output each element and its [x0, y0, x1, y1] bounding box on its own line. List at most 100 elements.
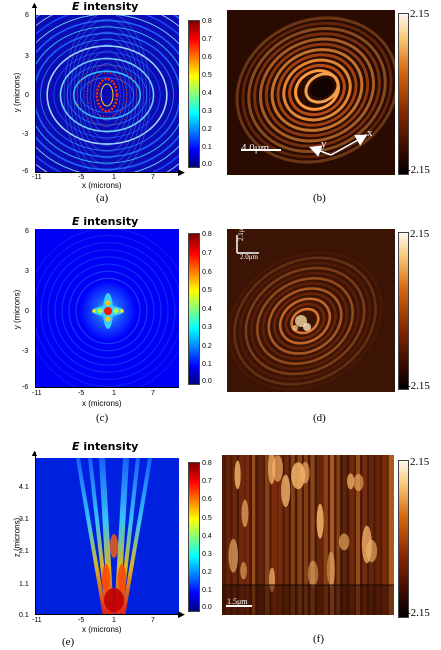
cb-tick: 0.0: [202, 161, 212, 168]
fringe-ring: [264, 42, 370, 138]
fringe-ring: [278, 297, 332, 345]
panel-c-x-axis: [36, 387, 179, 388]
intensity-streak: [278, 455, 283, 615]
y-tick: -6: [22, 384, 29, 391]
intensity-streak: [232, 455, 237, 615]
cb-tick: 0.5: [202, 287, 212, 294]
intensity-spot: [316, 503, 324, 539]
x-tick: 7: [151, 174, 155, 181]
panel-a-colorbar: [188, 20, 200, 168]
panel-e-title: E intensity: [72, 440, 139, 453]
panel-c-colorbar: [188, 233, 200, 385]
intensity-streak: [265, 455, 270, 615]
panel-e-beam: [76, 458, 152, 614]
intensity-spot: [300, 461, 310, 484]
fringe-ring: [267, 287, 343, 355]
fringe-ring: [250, 271, 360, 371]
intensity-spot: [228, 538, 239, 573]
cb-tick: 0.0: [202, 378, 212, 385]
y-axis-arrow-icon: ▲: [30, 0, 39, 10]
panel-b-axis-x-label: x: [367, 127, 373, 139]
x-tick: -5: [78, 617, 85, 624]
cb-tick: 0.4: [202, 533, 212, 540]
panel-e-x-axis: [36, 614, 179, 615]
cb-min-label: -2.15: [407, 164, 430, 176]
panel-e-caption: (e): [62, 636, 75, 648]
panel-c-y-axis: [35, 229, 36, 388]
y-tick: 3.1: [19, 516, 29, 523]
y-tick: 2.1: [19, 548, 29, 555]
fringe-ring: [238, 261, 372, 381]
fringe-ring: [258, 37, 376, 143]
interference-ring: [40, 39, 174, 151]
panel-b-image: [227, 10, 395, 175]
panel-c-title: E intensity: [72, 215, 139, 228]
x-axis-arrow-icon: ▶: [178, 609, 185, 619]
intensity-spot: [327, 551, 335, 588]
interference-ring: [70, 25, 144, 165]
interference-ring: [36, 26, 179, 164]
intensity-streak: [382, 455, 388, 615]
x-tick: 1: [112, 174, 116, 181]
panel-f-colorbar: [398, 460, 409, 618]
intensity-spot: [268, 567, 276, 593]
intensity-streak: [284, 455, 289, 615]
interference-ring: [63, 15, 151, 172]
panel-b-scalebar-label: 4.0μm: [241, 142, 270, 154]
cb-tick: 0.6: [202, 269, 212, 276]
cb-min-label: -2.15: [407, 607, 430, 619]
intensity-spot: [241, 499, 249, 528]
cb-tick: 0.7: [202, 36, 212, 43]
intensity-streak: [388, 455, 394, 615]
cb-tick: 0.7: [202, 250, 212, 257]
beam-focus: [118, 564, 126, 592]
x-tick: -11: [32, 390, 42, 397]
interference-ring: [61, 263, 155, 359]
beam-focus: [110, 534, 118, 558]
intensity-streak: [304, 455, 308, 615]
panel-d-caption: (d): [313, 412, 326, 424]
interference-ring: [53, 51, 161, 139]
y-axis-arrow-icon: ▲: [30, 448, 39, 458]
interference-ring: [75, 277, 141, 345]
interference-ring: [36, 234, 179, 387]
intensity-spot: [361, 525, 372, 564]
interference-ring: [83, 50, 131, 140]
cb-tick: 0.4: [202, 306, 212, 313]
panel-c-heatmap: [36, 229, 179, 387]
cb-tick: 0.3: [202, 551, 212, 558]
cb-tick: 0.3: [202, 108, 212, 115]
intensity-spot: [234, 460, 241, 490]
panel-c-ylabel: y (microns): [12, 289, 22, 330]
fringe-ring: [284, 302, 326, 340]
intensity-streak: [245, 455, 250, 615]
fringe-ring: [270, 48, 364, 132]
cb-max-label: 2.15: [410, 456, 430, 468]
x-tick: 7: [151, 617, 155, 624]
cb-tick: 0.6: [202, 54, 212, 61]
panel-a-heatmap: [36, 15, 179, 172]
panel-d-scale-horizontal-label: 2.0μm: [240, 253, 258, 261]
cb-tick: 0.1: [202, 361, 212, 368]
intensity-streak: [336, 455, 340, 615]
panel-b-colorbar: [398, 13, 409, 175]
y-tick: 3: [25, 53, 29, 60]
y-tick: 0: [25, 308, 29, 315]
x-tick: 7: [151, 390, 155, 397]
intensity-spot: [346, 473, 355, 490]
cb-tick: 0.3: [202, 324, 212, 331]
panel-f-caption: (f): [313, 633, 324, 645]
fringe-ring: [227, 251, 383, 391]
panel-c-caption: (c): [96, 412, 109, 424]
x-axis-arrow-icon: ▶: [178, 167, 185, 177]
cb-tick: 0.1: [202, 587, 212, 594]
panel-f-image: [222, 455, 394, 615]
interference-ring: [73, 31, 141, 159]
intensity-spot: [338, 533, 350, 551]
cb-max-label: 2.15: [410, 228, 430, 240]
interference-ring: [93, 69, 121, 121]
cb-tick: 0.8: [202, 18, 212, 25]
intensity-spot: [353, 473, 364, 492]
panel-d-rings: [227, 251, 383, 391]
fringe-ring: [288, 63, 346, 117]
